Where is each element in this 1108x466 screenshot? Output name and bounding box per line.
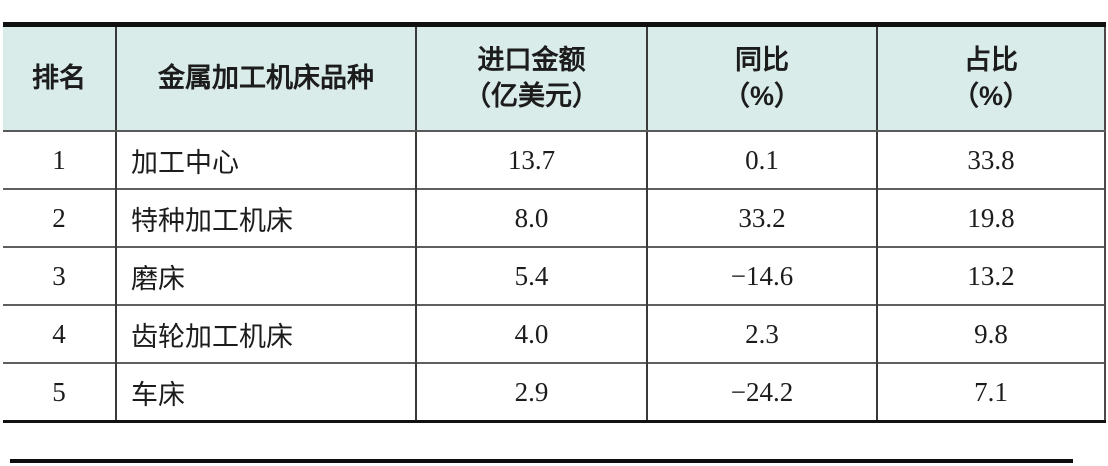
col-header-rank: 排名 (3, 24, 116, 132)
share-cell: 33.8 (876, 131, 1106, 189)
import-amount-cell: 8.0 (415, 188, 647, 247)
table-body: 1 加工中心 13.7 0.1 33.8 2 特种加工机床 8.0 33.2 1… (3, 131, 1106, 422)
col-header-yoy: 同比 （%） (646, 24, 877, 132)
ranking-table-container: 排名 金属加工机床品种 进口金额 （亿美元） 同比 （%） 占比 （%） (3, 22, 1106, 423)
col-header-share-unit: （%） (951, 80, 1030, 111)
col-header-yoy-label: 同比 (735, 45, 789, 76)
col-header-import-amount-unit: （亿美元） (464, 80, 599, 111)
table-row: 2 特种加工机床 8.0 33.2 19.8 (3, 188, 1106, 247)
table-row: 1 加工中心 13.7 0.1 33.8 (3, 131, 1106, 189)
import-amount-cell: 5.4 (415, 246, 647, 305)
share-cell: 19.8 (876, 188, 1106, 247)
share-cell: 9.8 (876, 304, 1106, 363)
rank-cell: 2 (3, 188, 116, 247)
col-header-rank-label: 排名 (32, 62, 86, 93)
table-header: 排名 金属加工机床品种 进口金额 （亿美元） 同比 （%） 占比 （%） (3, 24, 1106, 132)
col-header-category-label: 金属加工机床品种 (158, 62, 374, 93)
col-header-import-amount: 进口金额 （亿美元） (415, 24, 647, 132)
header-row: 排名 金属加工机床品种 进口金额 （亿美元） 同比 （%） 占比 （%） (3, 24, 1106, 132)
bottom-horizontal-rule (10, 459, 1073, 463)
import-amount-cell: 2.9 (415, 362, 647, 422)
col-header-share: 占比 （%） (876, 24, 1106, 132)
rank-cell: 1 (52, 144, 66, 175)
machine-tool-import-ranking-table: 排名 金属加工机床品种 进口金额 （亿美元） 同比 （%） 占比 （%） (3, 22, 1106, 423)
category-cell: 磨床 (115, 246, 416, 305)
table-row: 4 齿轮加工机床 4.0 2.3 9.8 (3, 304, 1106, 363)
category-cell: 特种加工机床 (115, 188, 416, 247)
category-cell: 齿轮加工机床 (115, 304, 416, 363)
yoy-cell: −24.2 (646, 362, 877, 422)
yoy-cell: 33.2 (646, 188, 877, 247)
table-row: 5 车床 2.9 −24.2 7.1 (3, 362, 1106, 422)
yoy-cell: 0.1 (646, 131, 877, 189)
col-header-share-label: 占比 (964, 45, 1018, 76)
category-cell: 车床 (115, 362, 416, 422)
col-header-import-amount-label: 进口金额 (477, 45, 586, 76)
yoy-cell: −14.6 (646, 246, 877, 305)
category-cell: 加工中心 (115, 131, 416, 189)
rank-cell: 3 (3, 246, 116, 305)
table-row: 3 磨床 5.4 −14.6 13.2 (3, 246, 1106, 305)
rank-cell: 5 (3, 362, 116, 422)
col-header-category: 金属加工机床品种 (115, 24, 416, 132)
col-header-yoy-unit: （%） (722, 80, 801, 111)
import-amount-cell: 13.7 (415, 131, 647, 189)
import-amount-cell: 4.0 (415, 304, 647, 363)
share-cell: 7.1 (876, 362, 1106, 422)
yoy-cell: 2.3 (646, 304, 877, 363)
share-cell: 13.2 (876, 246, 1106, 305)
rank-cell: 4 (3, 304, 116, 363)
